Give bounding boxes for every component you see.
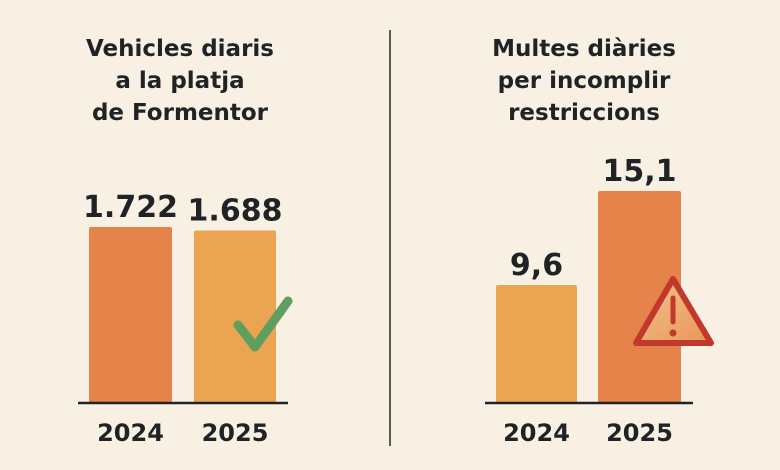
bar-2024 bbox=[89, 227, 172, 403]
title-line: Multes diàries bbox=[492, 36, 676, 62]
data-label: 1.722 bbox=[83, 190, 178, 225]
x-tick-label: 2025 bbox=[606, 419, 673, 447]
chart-1-title: Vehicles diaris a la platja de Formentor bbox=[30, 33, 330, 129]
warning-icon bbox=[633, 276, 714, 346]
x-tick-label: 2025 bbox=[202, 419, 269, 447]
x-tick-label: 2024 bbox=[503, 419, 570, 447]
title-line: a la platja bbox=[115, 68, 245, 94]
title-line: Vehicles diaris bbox=[86, 36, 274, 62]
title-line: de Formentor bbox=[91, 100, 269, 126]
data-label: 1.688 bbox=[188, 193, 283, 228]
title-line: per incomplir bbox=[497, 68, 671, 94]
bar-2024 bbox=[496, 285, 577, 403]
bar-2025 bbox=[598, 191, 681, 403]
chart-2: 9,6 2024 15,1 2025 bbox=[485, 154, 693, 447]
data-label: 15,1 bbox=[602, 154, 676, 189]
data-label: 9,6 bbox=[510, 248, 563, 283]
check-icon bbox=[233, 296, 293, 352]
chart-1: 1.722 2024 1.688 2025 bbox=[78, 190, 288, 447]
bar-2025 bbox=[194, 230, 276, 403]
title-line: restriccions bbox=[508, 100, 660, 126]
chart-2-title: Multes diàries per incomplir restriccion… bbox=[434, 33, 734, 129]
x-tick-label: 2024 bbox=[97, 419, 164, 447]
